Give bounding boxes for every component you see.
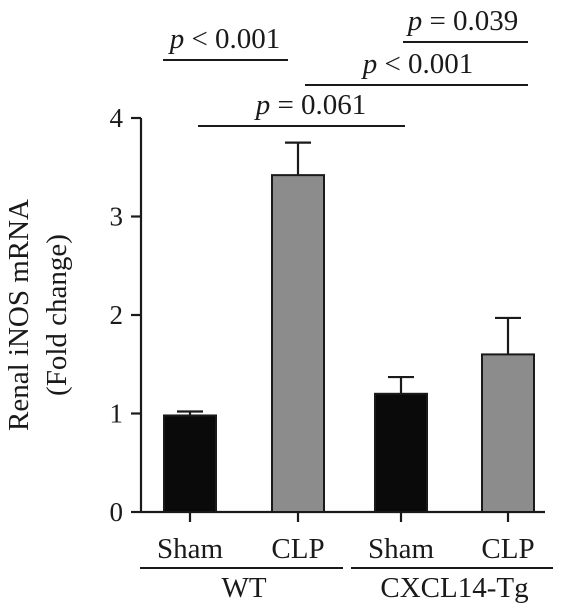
group-label: WT — [221, 572, 266, 604]
p-value-label: p < 0.001 — [361, 48, 474, 80]
x-category-label: CLP — [271, 533, 324, 565]
y-tick-label: 0 — [110, 497, 124, 527]
y-tick-label: 2 — [110, 300, 124, 330]
bar — [481, 353, 535, 513]
x-category-label: Sham — [368, 533, 435, 565]
x-category-label: Sham — [157, 533, 224, 565]
y-tick-label: 1 — [110, 399, 124, 429]
bar — [374, 392, 428, 513]
p-value-label: p < 0.001 — [168, 23, 281, 55]
p-value-label: p = 0.039 — [406, 5, 519, 37]
y-tick-label: 3 — [110, 202, 124, 232]
bar — [163, 414, 217, 513]
y-tick-label: 4 — [110, 103, 124, 133]
y-axis-label: Renal iNOS mRNA (Fold change) — [3, 199, 73, 431]
y-axis-label-line: Renal iNOS mRNA — [3, 199, 35, 431]
y-axis-label-line: (Fold change) — [41, 234, 73, 396]
significance-annotations: p < 0.001 p = 0.061 p < 0.001 p = 0.039 — [163, 5, 528, 127]
bars — [163, 141, 535, 513]
p-value-label: p = 0.061 — [254, 89, 367, 121]
bar — [271, 174, 325, 513]
group-label: CXCL14-Tg — [380, 572, 528, 604]
x-category-label: CLP — [481, 533, 534, 565]
